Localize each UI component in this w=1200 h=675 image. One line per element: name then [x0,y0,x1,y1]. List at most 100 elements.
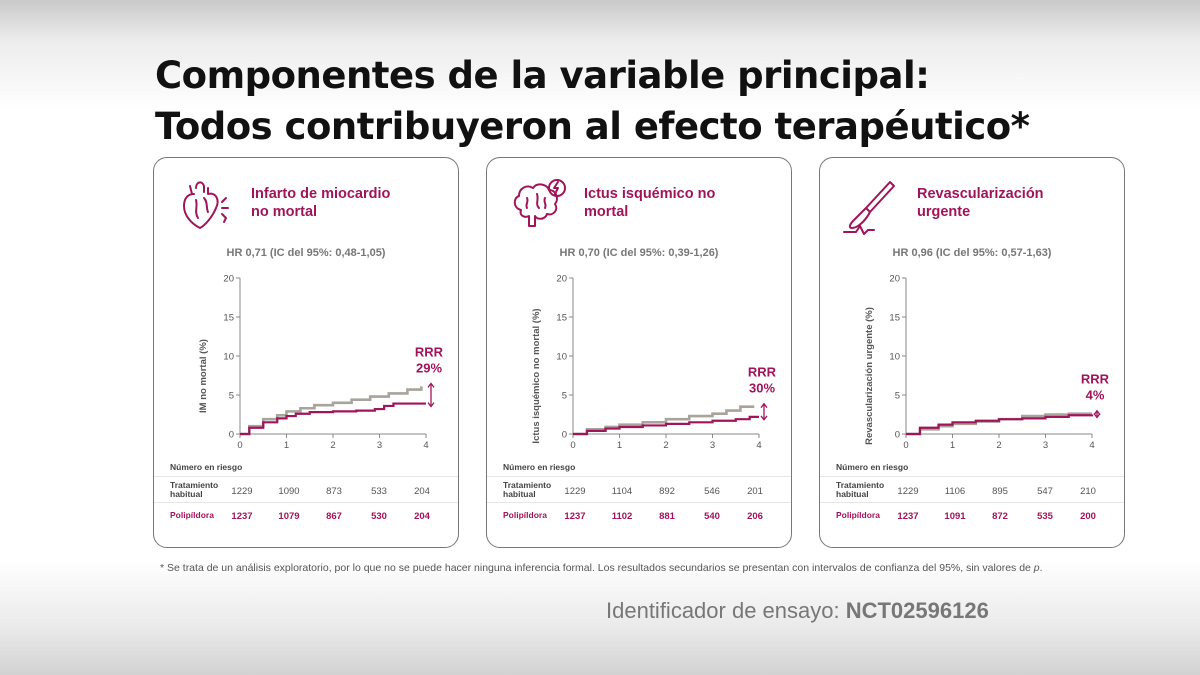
hazard-ratio-text: HR 0,71 (IC del 95%: 0,48-1,05) [226,247,386,259]
y-tick-label: 0 [895,430,900,441]
panel-nonfatal-stroke: Ictus isquémico no mortal HR 0,70 (IC de… [486,157,792,548]
hazard-ratio-text: HR 0,70 (IC del 95%: 0,39-1,26) [559,247,719,259]
risk-value: 1079 [278,511,300,522]
risk-row-label-line2: habitual [170,489,203,499]
km-chart-urgent-revascularization: 0510152001234Seguimiento (años)Revascula… [864,274,1110,449]
risk-table-header: Número en riesgo [503,462,576,472]
scalpel-icon [843,181,895,235]
risk-table-header: Número en riesgo [836,462,909,472]
y-axis-label: IM no mortal (%) [198,339,209,413]
slide-title-line2: Todos contribuyeron al efecto terapéutic… [155,105,1030,148]
rrr-label: RRR [748,365,777,380]
x-tick-label: 0 [237,440,242,448]
x-tick-label: 4 [423,440,428,448]
usual-care-line [240,386,423,436]
x-tick-label: 1 [617,440,622,448]
risk-value: 1106 [944,486,966,497]
risk-value: 881 [659,511,675,522]
risk-value: 1237 [564,511,586,522]
y-tick-label: 5 [562,391,567,402]
footnote-p: p [1033,562,1040,574]
risk-value: 872 [992,511,1008,522]
heart-icon [183,181,229,229]
footnote-end: . [1039,562,1043,574]
y-axis-label: Ictus isquémico no mortal (%) [531,308,542,443]
y-axis-label: Revascularización urgente (%) [864,307,875,445]
risk-row-label: Tratamiento habitual [170,481,230,499]
risk-value: 204 [414,486,430,497]
risk-row-polypill: Polipíldora 1237 1091 872 535 200 [820,502,1124,526]
y-tick-label: 10 [556,352,567,363]
y-tick-label: 20 [223,274,234,285]
panel-title: Ictus isquémico no mortal [584,185,784,221]
risk-value: 201 [747,486,763,497]
risk-value: 1229 [564,486,586,497]
x-tick-label: 2 [330,440,335,448]
panel-urgent-revascularization: Revascularización urgente HR 0,96 (IC de… [819,157,1125,548]
x-tick-label: 3 [1043,440,1048,448]
risk-value: 1091 [944,511,966,522]
y-tick-label: 5 [229,391,234,402]
risk-row-usual-care: Tratamiento habitual 1229 1090 873 533 204 [154,476,458,500]
y-tick-label: 5 [895,391,900,402]
brain-icon [513,179,566,227]
risk-value: 1102 [611,511,633,522]
panel-title-line1: Ictus isquémico no [584,186,716,202]
panel-title-line2: no mortal [251,204,318,220]
risk-value: 540 [704,511,720,522]
x-tick-label: 1 [950,440,955,448]
risk-row-label-line1: Tratamiento [170,480,219,490]
rrr-label: RRR [1081,372,1110,387]
risk-row-label: Tratamiento habitual [503,481,563,499]
slide-title-line1: Componentes de la variable principal: [155,54,930,97]
risk-row-label: Polipíldora [503,510,547,520]
rrr-arrow-head-up [760,402,768,409]
risk-value: 206 [747,511,763,522]
y-tick-label: 15 [556,313,567,324]
risk-table-header: Número en riesgo [170,462,243,472]
x-tick-label: 0 [903,440,908,448]
risk-value: 1229 [897,486,919,497]
risk-value: 892 [659,486,675,497]
x-tick-label: 4 [756,440,761,448]
x-tick-label: 3 [710,440,715,448]
panel-title: Infarto de miocardio no mortal [251,185,451,221]
risk-value: 867 [326,511,342,522]
risk-row-polypill: Polipíldora 1237 1079 867 530 204 [154,502,458,526]
risk-value: 533 [371,486,387,497]
panel-title: Revascularización urgente [917,185,1117,221]
rrr-label: RRR [415,344,444,359]
y-tick-label: 15 [889,313,900,324]
x-tick-label: 2 [996,440,1001,448]
risk-row-usual-care: Tratamiento habitual 1229 1106 895 547 210 [820,476,1124,500]
rrr-arrow-head-up [427,382,435,388]
rrr-value: 4% [1086,388,1105,403]
rrr-value: 29% [416,360,442,375]
risk-value: 535 [1037,511,1053,522]
footnote-marker: * [160,562,165,574]
risk-row-label: Polipíldora [170,510,214,520]
rrr-arrow-head-down [760,415,768,421]
y-tick-label: 0 [562,430,567,441]
risk-row-label-line2: habitual [836,489,869,499]
panel-nonfatal-mi: Infarto de miocardio no mortal HR 0,71 (… [153,157,459,548]
x-tick-label: 0 [570,440,575,448]
polypill-line [906,414,1094,436]
panel-title-line1: Revascularización [917,186,1044,202]
slide-title: Componentes de la variable principal: To… [155,50,1155,152]
risk-row-usual-care: Tratamiento habitual 1229 1104 892 546 201 [487,476,791,500]
x-tick-label: 2 [663,440,668,448]
y-tick-label: 20 [889,274,900,285]
km-chart-nonfatal-mi: 0510152001234Seguimiento (años)IM no mor… [198,274,444,449]
x-tick-label: 4 [1089,440,1094,448]
risk-value: 210 [1080,486,1096,497]
risk-value: 1237 [231,511,253,522]
y-tick-label: 10 [889,352,900,363]
trial-prefix: Identificador de ensayo: [606,598,846,623]
risk-row-label-line2: habitual [503,489,536,499]
y-tick-label: 0 [229,430,234,441]
panel-title-line2: urgente [917,204,971,220]
risk-row-polypill: Polipíldora 1237 1102 881 540 206 [487,502,791,526]
x-tick-label: 3 [377,440,382,448]
risk-value: 1104 [611,486,633,497]
